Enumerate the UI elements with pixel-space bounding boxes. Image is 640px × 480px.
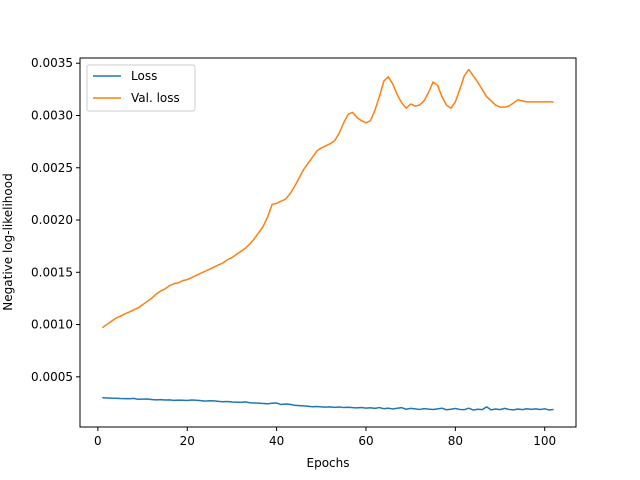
y-tick-label: 0.0005 <box>31 370 73 384</box>
series-line-1 <box>101 68 554 329</box>
y-tick-label: 0.0015 <box>31 265 73 279</box>
series-line-0 <box>102 396 554 411</box>
y-axis-title: Negative log-likelihood <box>1 173 15 310</box>
series-layer <box>101 68 554 411</box>
y-axis: 0.0005 0.0010 0.0015 0.0020 0.0025 0.0030 0.00… <box>31 56 80 384</box>
x-tick-label: 40 <box>269 434 284 448</box>
legend-label-0: Loss <box>131 69 157 83</box>
x-tick-label: 0 <box>94 434 102 448</box>
legend-label-1: Val. loss <box>131 91 180 105</box>
y-tick-label: 0.0025 <box>31 161 73 175</box>
plot-frame <box>79 57 577 428</box>
y-tick-label: 0.0010 <box>31 318 73 332</box>
x-tick-label: 100 <box>533 434 556 448</box>
x-tick-label: 80 <box>448 434 463 448</box>
legend: Loss Val. loss <box>86 64 196 112</box>
x-axis-title: Epochs <box>307 456 350 470</box>
x-tick-label: 60 <box>358 434 373 448</box>
y-tick-label: 0.0020 <box>31 213 73 227</box>
y-tick-label: 0.0035 <box>31 56 73 70</box>
y-tick-label: 0.0030 <box>31 108 73 122</box>
x-tick-label: 20 <box>180 434 195 448</box>
x-axis: 0 20 40 60 80 100 <box>94 427 556 448</box>
